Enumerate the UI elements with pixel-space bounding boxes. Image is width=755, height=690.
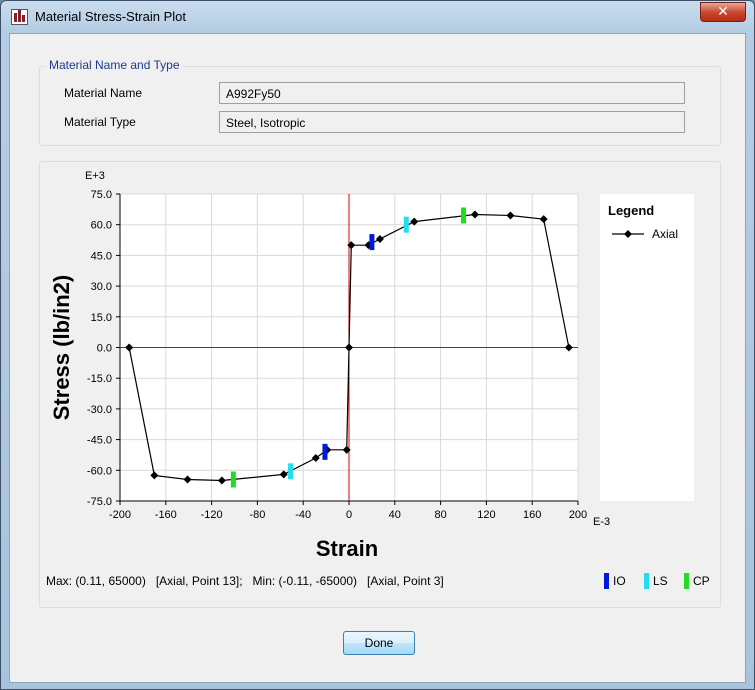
material-type-field: Steel, Isotropic [219, 111, 685, 133]
x-tick-label: 0 [346, 509, 352, 521]
marker-key-io-swatch [604, 573, 609, 589]
legend-box [600, 194, 694, 501]
y-tick-label: 75.0 [91, 189, 112, 201]
data-point [506, 211, 515, 220]
y-tick-label: 45.0 [91, 250, 112, 262]
data-point [564, 343, 573, 352]
data-point [375, 235, 384, 244]
app-icon [11, 9, 28, 25]
data-point [470, 210, 479, 219]
x-tick-label: -200 [109, 509, 131, 521]
y-axis-title: Stress (lb/in2) [49, 275, 74, 420]
marker-io [369, 234, 375, 251]
title-bar[interactable]: Material Stress-Strain Plot ✕ [1, 1, 754, 33]
x-tick-label: 40 [389, 509, 401, 521]
data-point [279, 470, 288, 479]
y-multiplier: E+3 [85, 170, 105, 182]
material-name-type-group: Material Name and Type Material Name A99… [39, 58, 721, 146]
marker-key-ls-swatch [644, 573, 649, 589]
y-tick-label: 0.0 [97, 343, 112, 355]
x-multiplier: E-3 [593, 516, 610, 528]
y-tick-label: -30.0 [87, 404, 112, 416]
marker-key-cp-label: CP [693, 574, 710, 588]
marker-cp [230, 471, 236, 488]
data-point [345, 343, 353, 352]
marker-key-io-label: IO [613, 574, 626, 588]
data-point [217, 476, 226, 485]
max-min-status: Max: (0.11, 65000) [Axial, Point 13]; Mi… [46, 574, 444, 588]
legend-title: Legend [608, 203, 654, 218]
legend-label-axial: Axial [652, 227, 678, 241]
material-name-label: Material Name [64, 86, 143, 100]
data-point [311, 454, 320, 463]
y-tick-label: -75.0 [87, 496, 112, 508]
y-tick-label: -60.0 [87, 465, 112, 477]
x-tick-label: -120 [201, 509, 223, 521]
data-point [539, 215, 548, 224]
group-title: Material Name and Type [46, 58, 183, 72]
data-point [150, 471, 159, 480]
y-tick-label: 15.0 [91, 312, 112, 324]
data-point [125, 343, 134, 352]
material-name-field: A992Fy50 [219, 82, 685, 104]
data-point [410, 217, 419, 226]
legend-marker [624, 230, 632, 238]
x-tick-label: -160 [155, 509, 177, 521]
data-point [342, 445, 351, 454]
marker-ls [403, 216, 409, 233]
marker-key-ls-label: LS [653, 574, 668, 588]
marker-io [322, 443, 328, 460]
close-button[interactable]: ✕ [700, 2, 746, 22]
plot-panel [39, 161, 721, 608]
window-title: Material Stress-Strain Plot [35, 9, 186, 24]
marker-ls [288, 463, 294, 480]
y-tick-label: 60.0 [91, 220, 112, 232]
dialog-client-area: Material Name and Type Material Name A99… [9, 33, 746, 683]
data-point [183, 475, 192, 484]
x-axis-title: Strain [316, 536, 378, 561]
y-tick-label: -45.0 [87, 435, 112, 447]
done-button[interactable]: Done [343, 631, 415, 655]
stress-strain-chart: -200 -160 -120 -80 -40 0 40 80 120 160 200 75.0 60.0… [49, 170, 710, 589]
x-tick-label: -80 [249, 509, 265, 521]
x-tick-label: 200 [569, 509, 587, 521]
x-tick-label: -40 [295, 509, 311, 521]
x-tick-label: 80 [434, 509, 446, 521]
x-tick-label: 120 [477, 509, 495, 521]
marker-key-cp-swatch [684, 573, 689, 589]
x-tick-label: 160 [523, 509, 541, 521]
y-tick-label: -15.0 [87, 373, 112, 385]
data-point [347, 241, 356, 250]
material-type-label: Material Type [64, 115, 136, 129]
y-tick-label: 30.0 [91, 281, 112, 293]
marker-cp [461, 207, 466, 224]
